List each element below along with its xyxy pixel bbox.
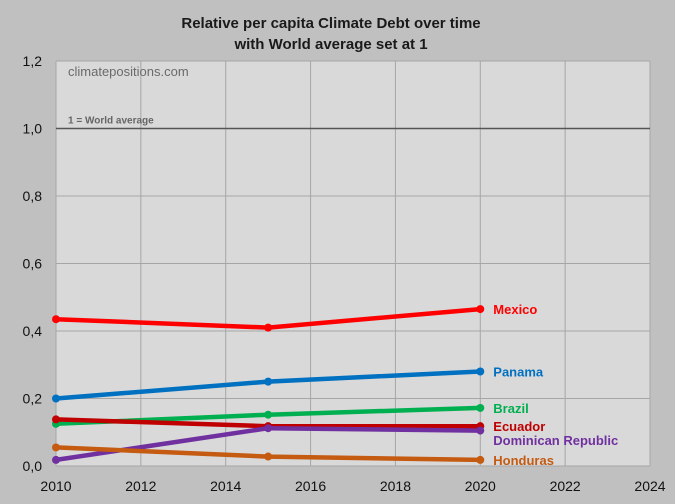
data-point	[52, 394, 60, 403]
series-label-dominican-republic: Dominican Republic	[493, 433, 618, 448]
watermark: climatepositions.com	[68, 64, 189, 79]
data-point	[476, 455, 485, 464]
data-point	[264, 323, 273, 332]
x-tick-label: 2010	[40, 478, 71, 494]
data-point	[264, 424, 273, 433]
x-tick-label: 2012	[125, 478, 156, 494]
data-point	[52, 415, 60, 424]
data-point	[52, 455, 60, 464]
data-point	[264, 452, 273, 461]
series-label-brazil: Brazil	[493, 401, 528, 416]
x-tick-label: 2016	[295, 478, 326, 494]
data-point	[264, 377, 273, 386]
data-point	[52, 315, 60, 324]
y-tick-label: 0,0	[23, 458, 43, 474]
reference-line-label: 1 = World average	[68, 116, 154, 127]
axis-ticks: 2010 2012 2014 2016 2018 2020 2022 2024 0,0 0,2 0,…	[23, 53, 666, 494]
chart-title: Relative per capita Climate Debt over ti…	[181, 15, 480, 32]
data-point	[476, 367, 485, 376]
x-tick-label: 2018	[380, 478, 411, 494]
series-label-ecuador: Ecuador	[493, 419, 545, 434]
y-tick-label: 1,0	[23, 121, 43, 137]
x-tick-label: 2020	[465, 478, 496, 494]
y-tick-label: 0,2	[23, 391, 43, 407]
x-tick-label: 2024	[634, 478, 665, 494]
x-tick-label: 2022	[550, 478, 581, 494]
data-point	[476, 403, 485, 412]
y-tick-label: 0,8	[23, 188, 43, 204]
data-point	[476, 305, 485, 314]
chart-subtitle: with World average set at 1	[233, 36, 427, 53]
data-point	[264, 410, 273, 419]
y-tick-label: 1,2	[23, 53, 43, 69]
series-label-honduras: Honduras	[493, 453, 554, 468]
y-tick-label: 0,4	[23, 323, 43, 339]
series-label-mexico: Mexico	[493, 302, 537, 317]
x-tick-label: 2014	[210, 478, 241, 494]
data-point	[476, 426, 485, 435]
series-label-panama: Panama	[493, 365, 544, 380]
data-point	[52, 443, 60, 452]
y-tick-label: 0,6	[23, 256, 43, 272]
